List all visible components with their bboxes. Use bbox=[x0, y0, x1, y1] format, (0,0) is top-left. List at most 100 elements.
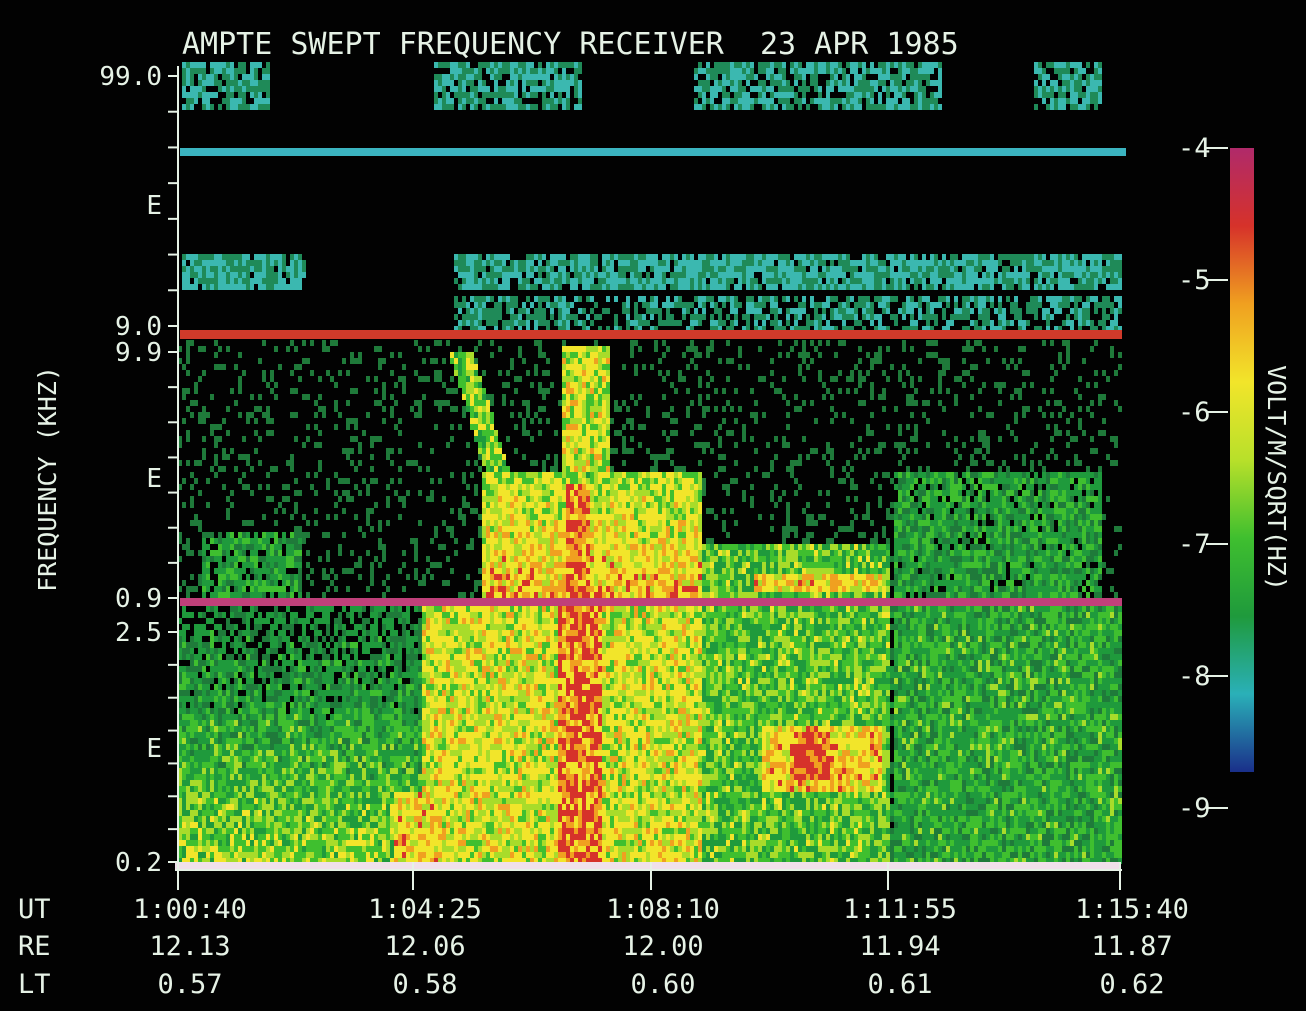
heat-cell bbox=[518, 346, 522, 352]
heat-cell bbox=[814, 284, 818, 290]
heat-cell bbox=[1034, 80, 1038, 86]
heat-cell bbox=[754, 320, 758, 326]
heat-cell bbox=[918, 74, 922, 80]
heat-cell bbox=[514, 68, 518, 74]
heat-cell bbox=[646, 484, 650, 490]
heat-cell bbox=[430, 490, 434, 496]
heat-cell bbox=[1010, 302, 1014, 308]
heat-cell bbox=[474, 320, 478, 326]
heat-cell bbox=[354, 388, 358, 394]
heat-cell bbox=[898, 86, 902, 92]
heat-cell bbox=[702, 80, 706, 86]
heat-cell bbox=[1066, 352, 1070, 358]
heat-cell bbox=[714, 104, 718, 110]
heat-cell bbox=[582, 448, 586, 454]
heat-cell bbox=[1074, 302, 1078, 308]
heat-cell bbox=[566, 92, 570, 98]
heat-cell bbox=[654, 254, 658, 260]
heat-cell bbox=[682, 514, 686, 520]
heat-cell bbox=[514, 502, 518, 508]
heat-cell bbox=[558, 472, 562, 478]
heat-cell bbox=[386, 502, 390, 508]
heat-cell bbox=[1114, 460, 1118, 466]
heat-cell bbox=[714, 62, 718, 68]
heat-cell bbox=[1054, 260, 1058, 266]
heat-cell bbox=[1002, 520, 1006, 526]
heat-cell bbox=[638, 478, 642, 484]
heat-cell bbox=[610, 266, 614, 272]
heat-cell bbox=[742, 436, 746, 442]
heat-cell bbox=[814, 74, 818, 80]
heat-cell bbox=[474, 400, 478, 406]
heat-cell bbox=[218, 260, 222, 266]
heat-cell bbox=[466, 364, 470, 370]
heat-cell bbox=[498, 484, 502, 490]
heat-cell bbox=[658, 484, 662, 490]
heat-cell bbox=[1030, 502, 1034, 508]
heat-cell bbox=[878, 302, 882, 308]
heat-cell bbox=[830, 454, 834, 460]
heat-cell bbox=[578, 406, 582, 412]
heat-cell bbox=[794, 74, 798, 80]
heat-cell bbox=[826, 490, 830, 496]
heat-cell bbox=[602, 448, 606, 454]
heat-cell bbox=[922, 74, 926, 80]
heat-cell bbox=[222, 74, 226, 80]
heat-cell bbox=[598, 284, 602, 290]
heat-cell bbox=[1042, 508, 1046, 514]
heat-cell bbox=[190, 68, 194, 74]
heat-cell bbox=[874, 472, 878, 478]
heat-cell bbox=[602, 496, 606, 502]
heat-cell bbox=[602, 424, 606, 430]
heat-cell bbox=[970, 490, 974, 496]
heat-cell bbox=[434, 376, 438, 382]
heat-cell bbox=[486, 490, 490, 496]
heat-cell bbox=[906, 394, 910, 400]
heat-cell bbox=[622, 308, 626, 314]
heat-cell bbox=[478, 412, 482, 418]
heat-cell bbox=[574, 358, 578, 364]
heat-cell bbox=[862, 62, 866, 68]
heat-cell bbox=[978, 436, 982, 442]
heat-cell bbox=[1014, 412, 1018, 418]
heat-cell bbox=[722, 466, 726, 472]
heat-cell bbox=[698, 490, 702, 496]
heat-cell bbox=[634, 326, 638, 332]
heat-cell bbox=[1114, 266, 1118, 272]
heat-cell bbox=[794, 272, 798, 278]
heat-cell bbox=[674, 266, 678, 272]
heat-cell bbox=[678, 302, 682, 308]
heat-cell bbox=[982, 508, 986, 514]
heat-cell bbox=[238, 104, 242, 110]
heat-cell bbox=[882, 406, 886, 412]
heat-cell bbox=[1050, 412, 1054, 418]
heat-cell bbox=[662, 478, 666, 484]
heat-cell bbox=[1022, 320, 1026, 326]
heat-cell bbox=[494, 442, 498, 448]
heat-cell bbox=[674, 272, 678, 278]
heat-cell bbox=[454, 406, 458, 412]
heat-cell bbox=[262, 98, 266, 104]
heat-cell bbox=[850, 278, 854, 284]
heat-cell bbox=[906, 302, 910, 308]
heat-cell bbox=[1034, 284, 1038, 290]
heat-cell bbox=[558, 400, 562, 406]
heat-cell bbox=[1046, 308, 1050, 314]
heat-cell bbox=[566, 478, 570, 484]
heat-cell bbox=[474, 260, 478, 266]
heat-cell bbox=[574, 406, 578, 412]
heat-cell bbox=[1050, 284, 1054, 290]
heat-cell bbox=[618, 260, 622, 266]
heat-cell bbox=[1050, 472, 1054, 478]
heat-cell bbox=[478, 266, 482, 272]
heat-cell bbox=[490, 484, 494, 490]
heat-cell bbox=[746, 68, 750, 74]
heat-cell bbox=[1086, 490, 1090, 496]
heat-cell bbox=[770, 302, 774, 308]
heat-cell bbox=[494, 260, 498, 266]
heat-cell bbox=[194, 254, 198, 260]
heat-cell bbox=[586, 254, 590, 260]
heat-cell bbox=[618, 254, 622, 260]
heat-cell bbox=[630, 520, 634, 526]
heat-cell bbox=[694, 490, 698, 496]
